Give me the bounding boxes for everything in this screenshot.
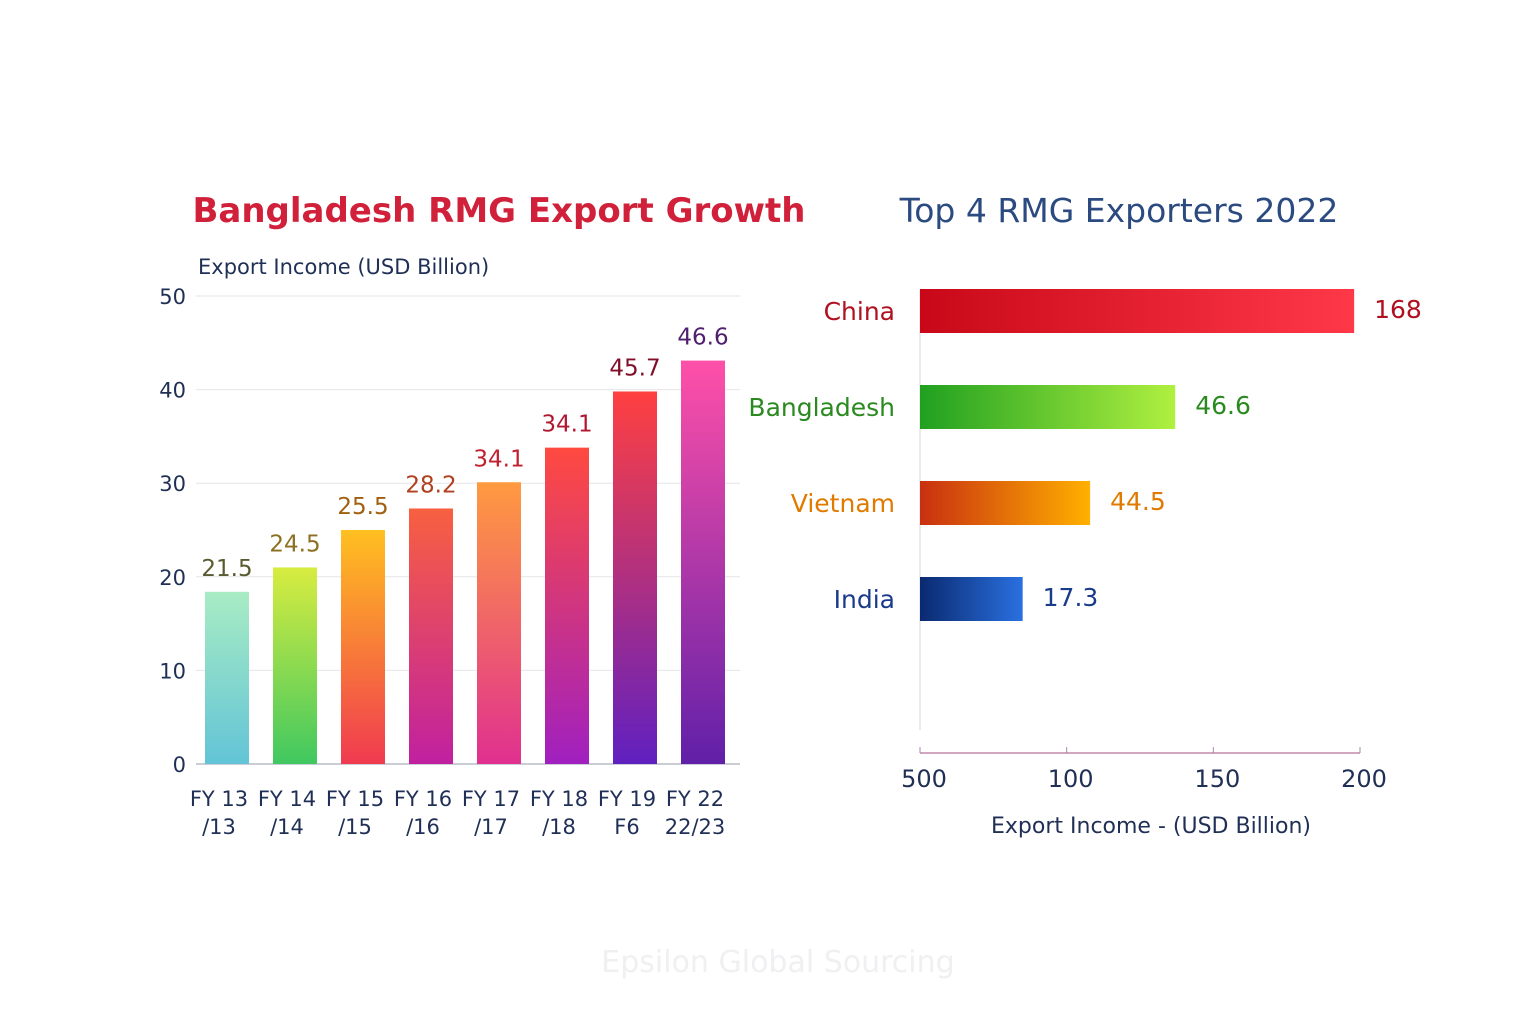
bar [681,360,725,764]
right-chart-title: Top 4 RMG Exporters 2022 [899,191,1339,230]
category-label: Bangladesh [748,393,895,422]
data-label: 168 [1374,295,1422,324]
data-label: 17.3 [1043,583,1099,612]
bar [920,577,1023,621]
bar [920,481,1091,525]
x-tick-label: FY 13 [190,787,248,811]
x-tick-label: FY 22 [666,787,724,811]
x-tick-label: FY 14 [258,787,316,811]
data-label: 44.5 [1110,487,1166,516]
x-tick-label: /16 [406,815,440,839]
data-label: 45.7 [609,355,660,381]
x-tick-label: 500 [901,765,947,793]
x-tick-label: /13 [202,815,236,839]
bar [920,385,1176,429]
x-tick-label: /18 [542,815,576,839]
y-tick-label: 30 [159,472,186,496]
category-label: Vietnam [791,489,895,518]
right-x-axis-label: Export Income - (USD Billion) [991,814,1311,839]
bar [920,289,1355,333]
bar [205,591,249,764]
x-tick-label: 100 [1048,765,1094,793]
x-tick-label: 22/23 [665,815,726,839]
data-label: 25.5 [337,494,388,520]
bar [273,567,317,764]
x-tick-label: FY 16 [394,787,452,811]
x-tick-label: FY 15 [326,787,384,811]
x-tick-label: FY 17 [462,787,520,811]
bar [613,391,657,764]
data-label: 28.2 [405,472,456,498]
bar [341,530,385,764]
data-label: 24.5 [269,531,320,557]
bar [409,508,453,764]
y-tick-label: 50 [159,285,186,309]
data-label: 21.5 [201,556,252,582]
x-tick-label: 150 [1194,765,1240,793]
data-label: 46.6 [677,325,728,351]
left-y-axis-label: Export Income (USD Billion) [198,255,489,279]
y-tick-label: 10 [159,659,186,683]
x-tick-label: /15 [338,815,372,839]
category-label: China [824,297,895,326]
bar [545,447,589,764]
x-tick-label: F6 [614,815,639,839]
y-tick-label: 40 [159,379,186,403]
bar [477,482,521,764]
x-tick-label: /14 [270,815,304,839]
data-label: 34.1 [473,446,524,472]
y-tick-label: 0 [173,753,186,777]
category-label: India [834,585,895,614]
x-tick-label: 200 [1341,765,1387,793]
left-chart-title: Bangladesh RMG Export Growth [192,191,805,231]
x-tick-label: FY 18 [530,787,588,811]
data-label: 46.6 [1195,391,1251,420]
y-tick-label: 20 [159,566,186,590]
x-tick-label: /17 [474,815,508,839]
watermark: Epsilon Global Sourcing [601,945,954,980]
x-tick-label: FY 19 [598,787,656,811]
data-label: 34.1 [541,412,592,438]
